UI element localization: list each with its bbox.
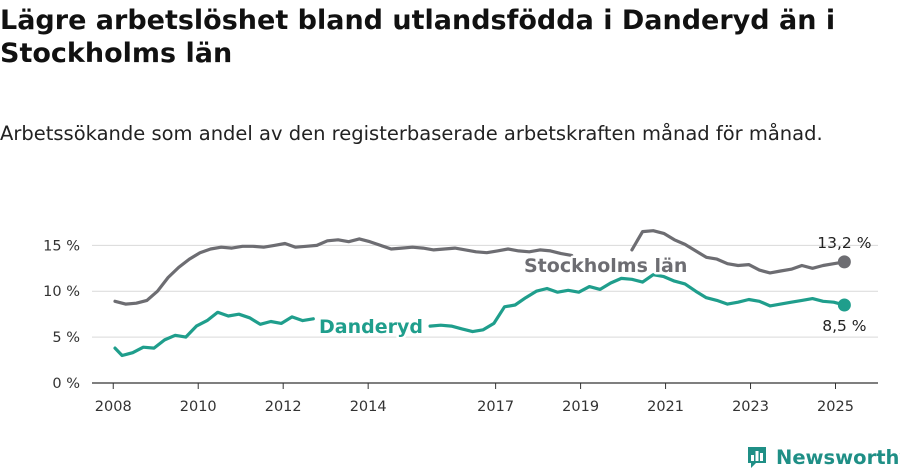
chart-title: Lägre arbetslöshet bland utlandsfödda i … — [0, 5, 836, 69]
brand-name: Newsworthy — [776, 445, 900, 469]
chart-subtitle: Arbetssökande som andel av den registerb… — [0, 122, 823, 145]
y-tick-label: 5 % — [52, 330, 80, 346]
series-lines — [113, 229, 851, 358]
y-tick-label: 0 % — [52, 376, 80, 392]
end-value-label-danderyd: 8,5 % — [822, 317, 866, 335]
x-tick-label: 2012 — [265, 399, 302, 415]
bar-chart-icon — [748, 447, 766, 468]
x-tick-label: 2023 — [732, 399, 769, 415]
series-label-stockholms-lan: Stockholms län — [524, 255, 687, 277]
grid-lines — [92, 244, 878, 384]
x-tick-label: 2019 — [562, 399, 599, 415]
end-point-stockholms-l-n — [837, 255, 851, 269]
x-tick-label: 2008 — [95, 399, 132, 415]
newsworthy-logo: Newsworthy — [746, 442, 900, 472]
x-tick-label: 2017 — [477, 399, 514, 415]
series-line-stockholms-l-n — [113, 229, 846, 306]
series-line-danderyd — [113, 273, 846, 358]
x-tick-label: 2010 — [180, 399, 217, 415]
x-axis-ticks: 2008 2010 2012 2014 2017 2019 2021 2023 2025 — [95, 383, 854, 415]
end-point-danderyd — [837, 298, 851, 312]
x-tick-label: 2014 — [350, 399, 387, 415]
series-labels: Stockholms län Danderyd 13,2 % 8,5 % — [317, 234, 872, 341]
y-tick-label: 10 % — [43, 284, 80, 300]
end-value-label-stockholms-lan: 13,2 % — [817, 234, 871, 252]
series-label-danderyd: Danderyd — [319, 316, 423, 338]
y-tick-label: 15 % — [43, 238, 80, 254]
y-axis-ticks: 0 % 5 % 10 % 15 % — [43, 238, 80, 392]
x-tick-label: 2025 — [817, 399, 854, 415]
x-tick-label: 2021 — [647, 399, 684, 415]
